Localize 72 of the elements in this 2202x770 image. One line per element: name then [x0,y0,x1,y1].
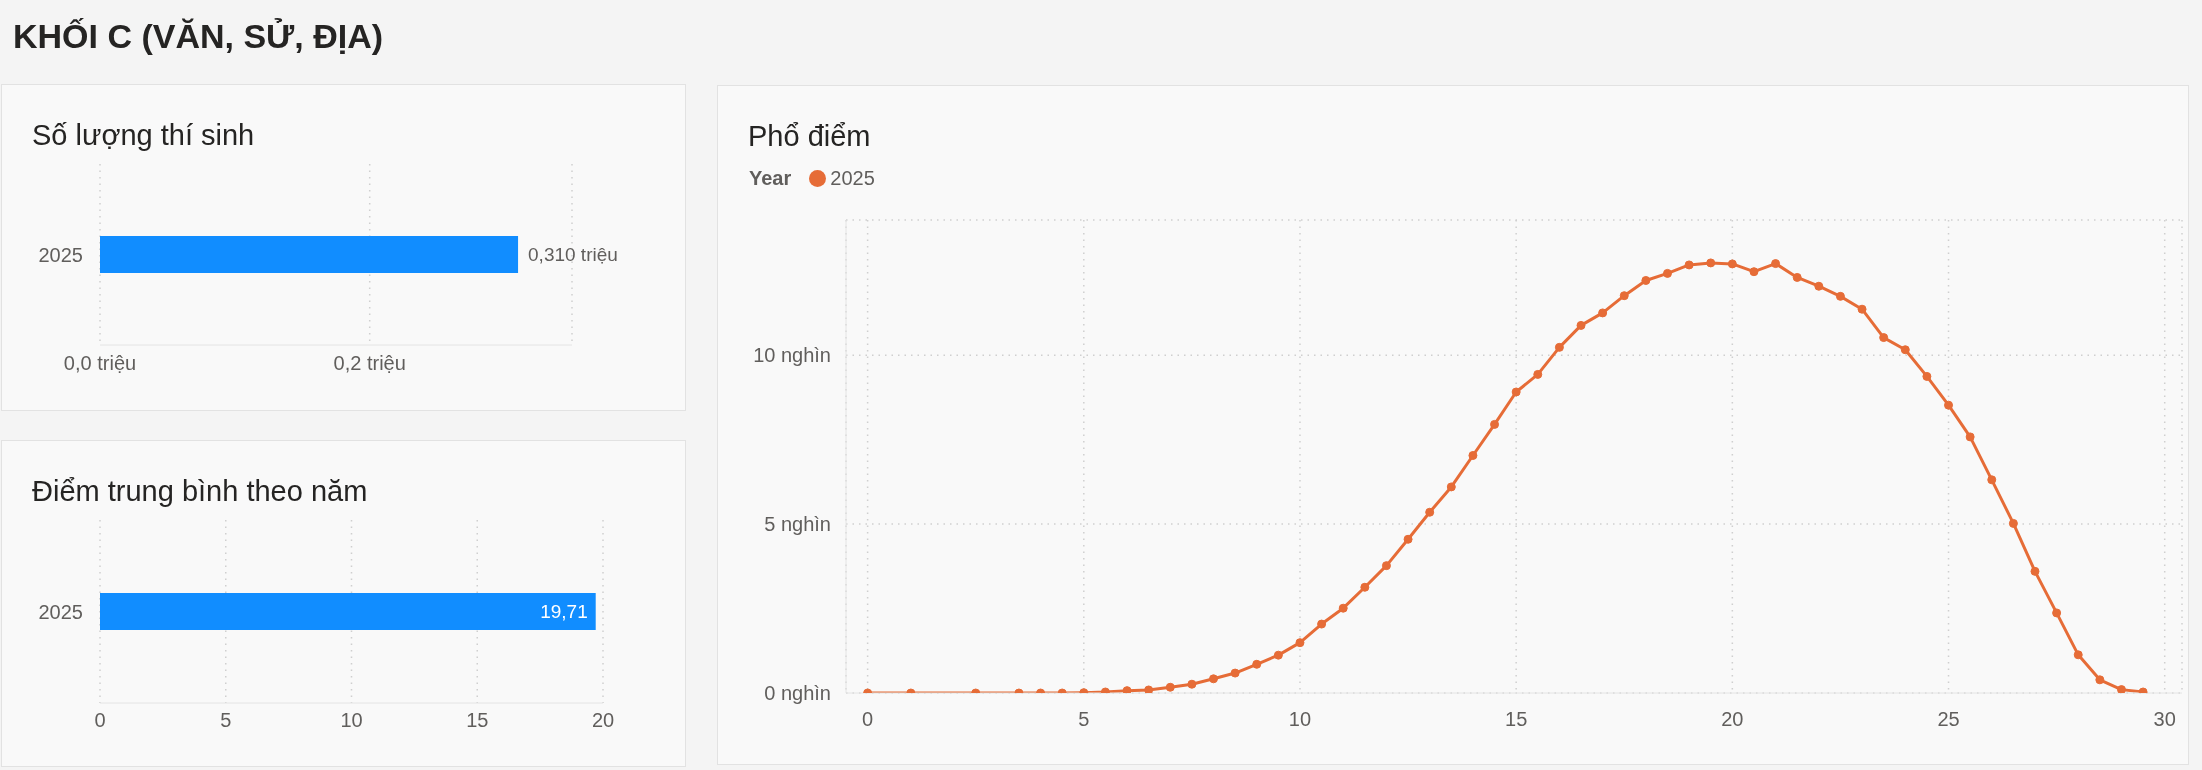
point [1381,561,1391,571]
point [1338,603,1348,613]
point [2116,685,2126,693]
data-label: 0,310 triệu [528,244,618,266]
point [2052,608,2062,618]
point [1944,400,1954,410]
point [1144,685,1154,693]
x-tick-label: 25 [1937,708,1960,731]
legend-label: 2025 [830,166,875,190]
point [1165,682,1175,692]
point [1252,659,1262,669]
point [1403,534,1413,544]
point [1684,260,1694,270]
point [1446,482,1456,492]
point [1122,686,1132,693]
point [1187,679,1197,689]
point [1360,582,1370,592]
chart-title: Điểm trung bình theo năm [32,474,368,509]
point [1879,333,1889,343]
point [1511,387,1521,397]
point [1900,345,1910,355]
text: KHỐI C (VĂN, SỬ, ĐỊA) [13,16,384,56]
point [1576,320,1586,330]
x-tick-label: 15 [1505,708,1528,731]
point [2030,566,2040,576]
point [1273,650,1283,660]
point [1857,304,1867,314]
point [1230,668,1240,678]
point [2095,675,2105,685]
x-tick-label: 0,0 triệu [63,352,137,375]
x-tick-label: 0 [862,708,874,731]
x-tick-label: 20 [1721,708,1744,731]
point [1554,342,1564,352]
point [1814,281,1824,291]
point [1835,291,1845,301]
point [1533,369,1543,379]
x-tick-label: 10 [1288,708,1312,731]
point [1727,259,1737,269]
point [1468,450,1478,460]
point [1965,432,1975,442]
y-tick-label: 5 nghìn [764,513,831,536]
point [1706,258,1716,268]
data-label: 19,71 [540,601,588,623]
point [1749,267,1759,277]
point [1619,291,1629,301]
point [1598,308,1608,318]
x-tick-label: 30 [2153,708,2176,731]
legend-title: Year [749,166,792,190]
point [1987,475,1997,485]
point [2073,650,2083,660]
point [1317,619,1327,629]
point [1490,419,1500,429]
chart-title: Số lượng thí sinh [32,118,255,153]
x-tick-label: 0 [94,709,106,732]
x-tick-label: 0,2 triệu [333,352,406,375]
point [1771,259,1781,269]
point [1425,507,1435,517]
point [1662,268,1672,278]
y-tick-label: 0 nghìn [764,682,831,705]
x-tick-label: 5 [220,709,232,732]
x-tick-label: 10 [340,709,363,732]
point [1295,638,1305,648]
x-tick-label: 15 [466,709,489,732]
point [1641,275,1651,285]
chart-title: Phổ điểm [748,119,871,154]
point [1922,371,1932,381]
x-tick-label: 5 [1078,708,1090,731]
point [1792,272,1802,282]
x-tick-label: 20 [591,709,615,732]
point [1209,674,1219,684]
y-tick-label: 10 nghìn [753,344,831,367]
point [2008,518,2018,528]
